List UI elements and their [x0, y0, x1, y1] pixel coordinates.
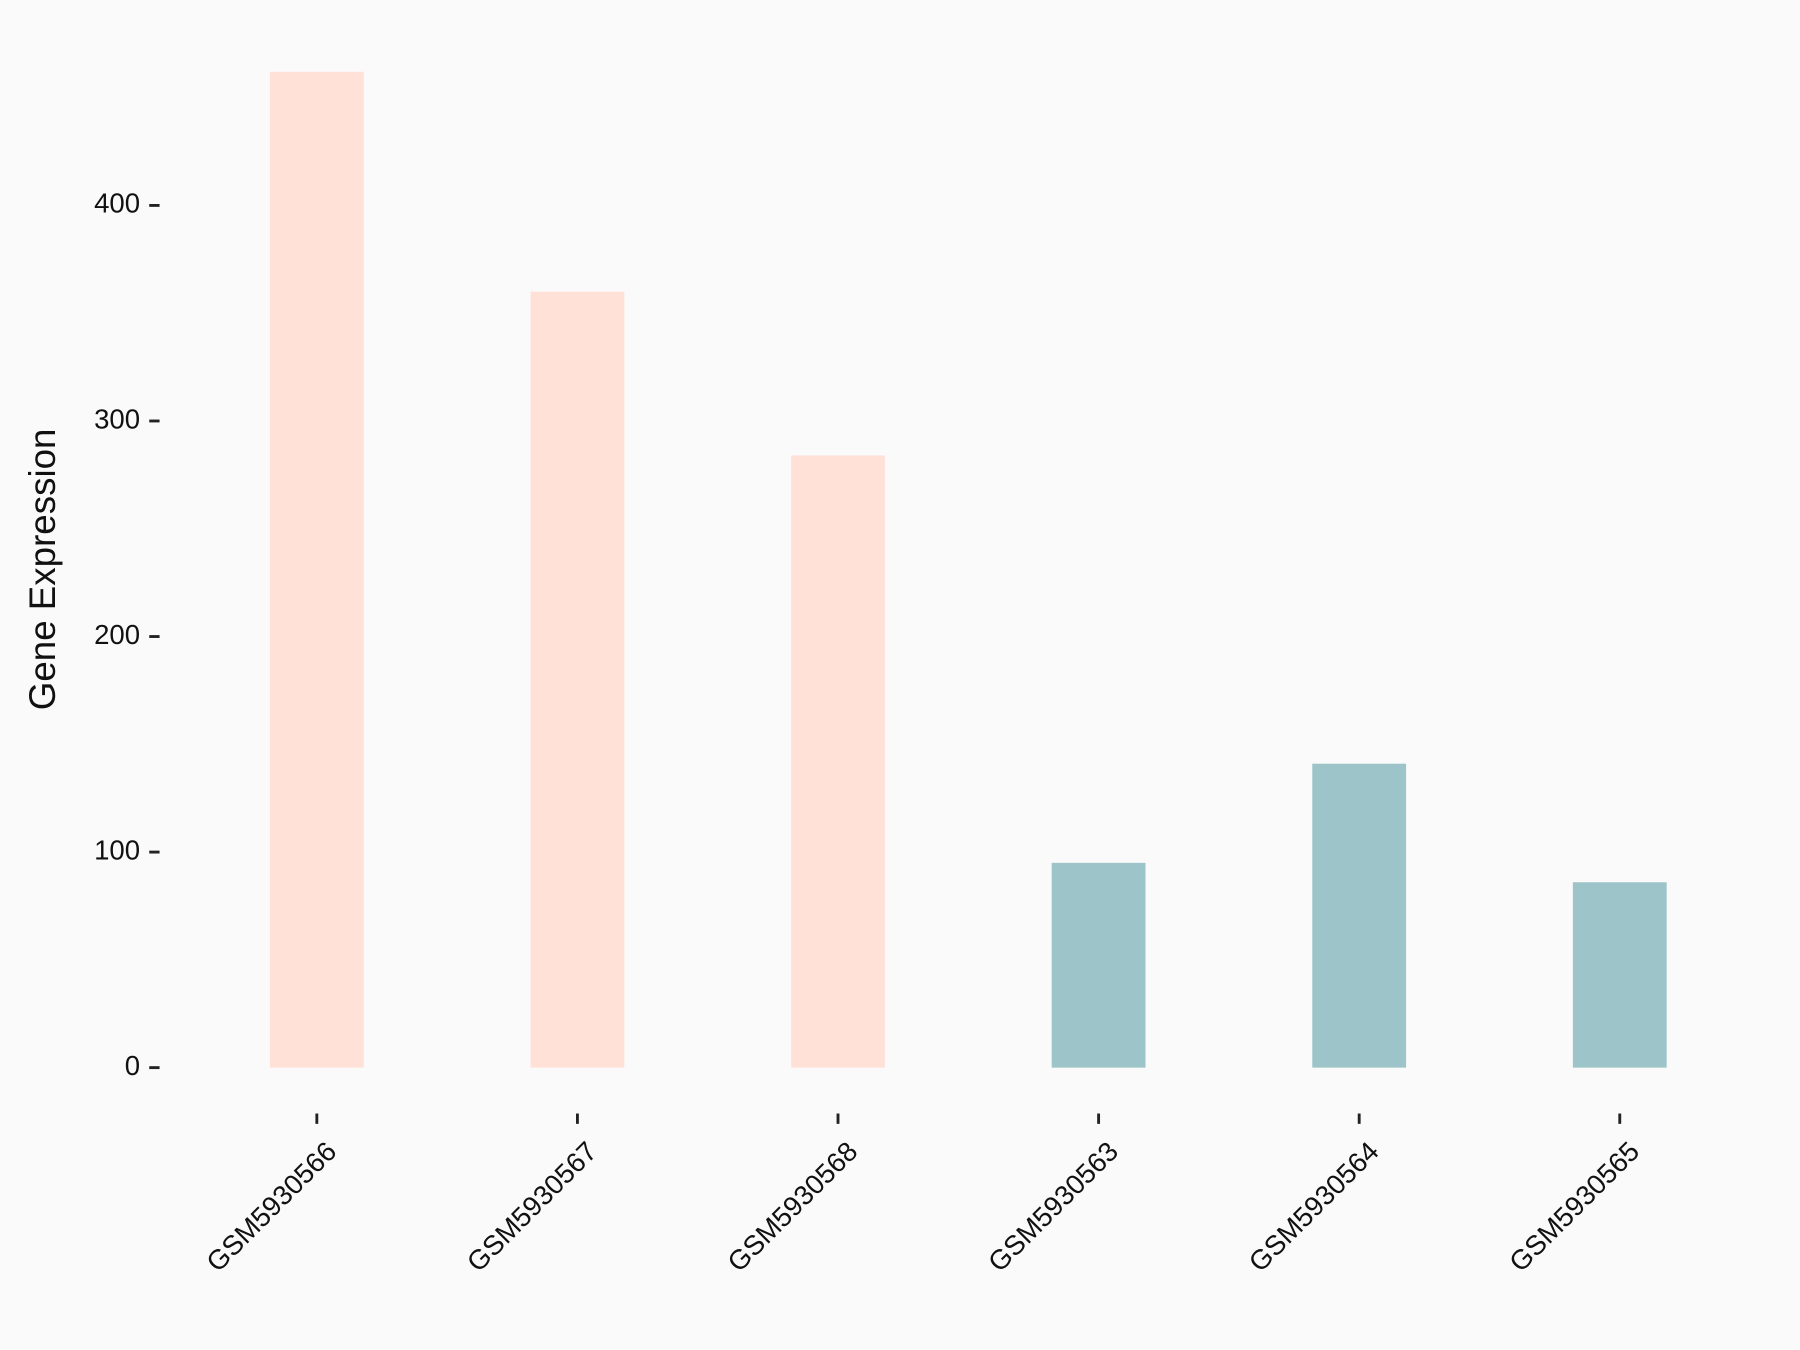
bar	[1312, 763, 1407, 1068]
bar	[530, 291, 625, 1068]
y-tick-label: 300	[94, 403, 140, 434]
y-tick-label: 400	[94, 188, 140, 219]
y-tick-label: 0	[125, 1050, 140, 1081]
bar	[1572, 882, 1667, 1068]
bar	[269, 71, 364, 1068]
bar	[1051, 862, 1146, 1068]
y-axis-title: Gene Expression	[22, 429, 63, 711]
bar	[791, 455, 885, 1068]
y-tick-label: 200	[94, 619, 140, 650]
y-tick-label: 100	[94, 834, 140, 865]
